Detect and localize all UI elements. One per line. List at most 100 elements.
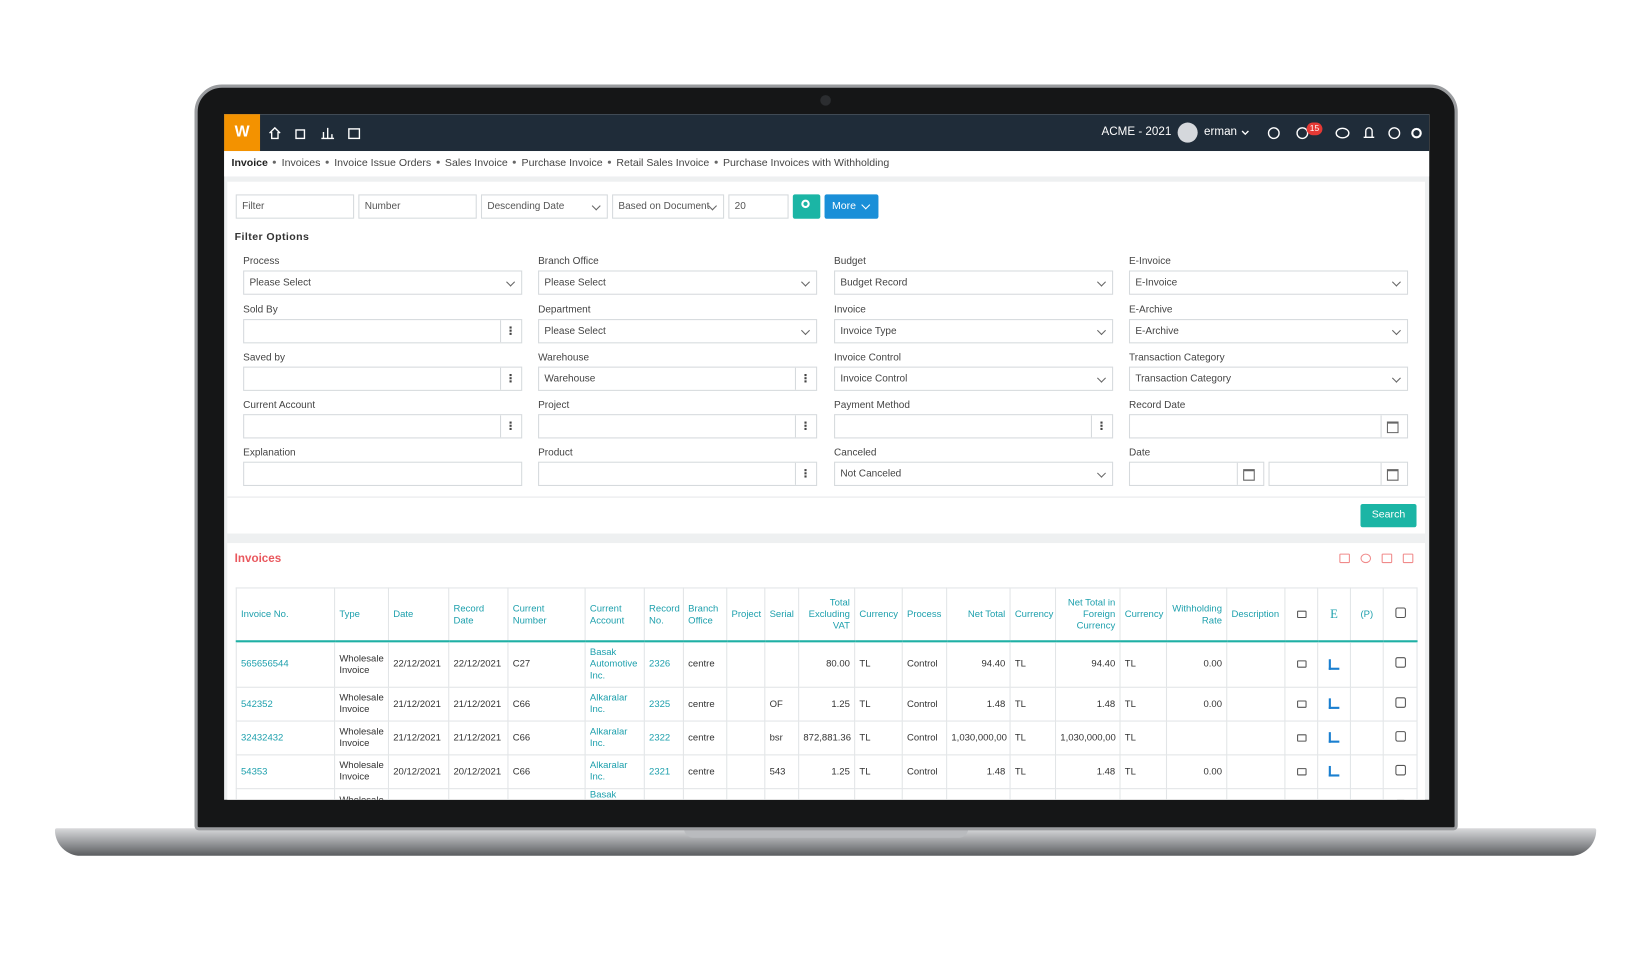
checkbox[interactable] xyxy=(1394,657,1406,668)
column-header[interactable]: Withholding Rate xyxy=(1165,587,1228,643)
column-header[interactable]: Net Total in Foreign Currency xyxy=(1054,587,1121,643)
cell-text: Control xyxy=(906,697,938,709)
list-action[interactable] xyxy=(1339,553,1350,564)
column-header[interactable]: Net Total xyxy=(946,587,1011,643)
company[interactable]: ACME - 2021 xyxy=(1101,125,1172,139)
field-input[interactable] xyxy=(538,461,818,486)
e-icon[interactable] xyxy=(1328,658,1340,670)
column-header[interactable]: Type xyxy=(334,587,390,643)
cell-text: 1,030,000,00 xyxy=(1060,731,1116,743)
cell[interactable]: Alkaralar Inc. xyxy=(584,720,645,755)
icon-header[interactable]: E xyxy=(1317,587,1351,643)
field-input[interactable]: Please Select xyxy=(243,270,523,295)
cell: 21/12/2021 xyxy=(387,720,450,755)
checkbox[interactable] xyxy=(1394,764,1406,775)
cell[interactable]: Alkaralar Inc. xyxy=(584,753,645,789)
cell: Control xyxy=(901,753,948,789)
cell[interactable]: Alkaralar Inc. xyxy=(584,686,645,722)
badge[interactable]: 15 xyxy=(1306,122,1323,136)
field-input[interactable]: Invoice Control xyxy=(834,366,1114,391)
column-header[interactable]: Serial xyxy=(764,587,800,643)
toolbar-input[interactable]: 20 xyxy=(728,194,789,219)
column-header[interactable]: Project xyxy=(726,587,766,643)
field-input[interactable] xyxy=(1128,461,1265,486)
toolbar-input[interactable]: Number xyxy=(358,194,477,219)
list-action[interactable] xyxy=(1381,553,1393,564)
column-header[interactable]: Description xyxy=(1226,587,1286,643)
field-input[interactable] xyxy=(1128,414,1409,439)
print-icon[interactable] xyxy=(1296,699,1307,708)
menu-dots xyxy=(1100,421,1103,424)
field-input[interactable] xyxy=(243,366,523,391)
field-input[interactable] xyxy=(243,319,523,344)
cell[interactable]: Basak Automotive Inc. xyxy=(584,640,645,688)
field-input[interactable]: Please Select xyxy=(538,319,818,344)
field-input[interactable]: Invoice Type xyxy=(834,319,1114,344)
list-action[interactable] xyxy=(1360,553,1372,564)
column-header[interactable]: Current Number xyxy=(507,587,586,643)
field-input[interactable] xyxy=(1268,461,1409,486)
breadcrumb-item[interactable]: Retail Sales Invoice xyxy=(616,157,710,170)
field-input[interactable] xyxy=(538,414,818,439)
breadcrumb-item[interactable]: Sales Invoice xyxy=(444,157,508,170)
column-header[interactable]: Record Date xyxy=(448,587,509,643)
e-icon[interactable] xyxy=(1328,698,1340,709)
field-input[interactable]: Budget Record xyxy=(834,270,1114,295)
top-icons[interactable] xyxy=(1239,123,1424,144)
nav-icons[interactable] xyxy=(266,125,366,142)
field-input[interactable]: E-Invoice xyxy=(1128,270,1409,295)
icon-header[interactable]: (P) xyxy=(1349,587,1384,643)
column-header[interactable]: Currency xyxy=(1009,587,1057,643)
field-input[interactable] xyxy=(243,414,523,439)
logo[interactable]: W xyxy=(224,114,261,152)
field-input[interactable]: Please Select xyxy=(538,270,818,295)
checkbox[interactable] xyxy=(1394,696,1406,708)
print-icon[interactable] xyxy=(1296,660,1307,668)
more-button[interactable]: More xyxy=(824,194,879,219)
print-icon[interactable] xyxy=(1296,733,1307,742)
field-input[interactable]: Not Canceled xyxy=(834,461,1114,486)
column-header[interactable]: Date xyxy=(387,587,450,643)
e-icon[interactable] xyxy=(1328,732,1340,743)
toolbar-input[interactable]: Filter xyxy=(235,194,355,219)
breadcrumb-item[interactable]: Invoices xyxy=(281,157,321,170)
field-input[interactable] xyxy=(834,414,1114,439)
breadcrumb-item[interactable]: Invoice Issue Orders xyxy=(334,157,432,170)
toolbar-input[interactable]: Descending Date xyxy=(480,194,608,219)
toolbar-input[interactable]: Based on Document xyxy=(612,194,725,219)
column-header[interactable]: Total Excluding VAT xyxy=(798,587,856,643)
avatar[interactable] xyxy=(1177,122,1198,143)
print-icon[interactable] xyxy=(1296,767,1307,775)
cell[interactable]: 542352 xyxy=(235,686,336,722)
cell[interactable]: 32432432 xyxy=(235,720,336,755)
print-icon[interactable] xyxy=(1296,610,1307,619)
list-action[interactable] xyxy=(1402,553,1414,564)
breadcrumb-item[interactable]: Purchase Invoice xyxy=(521,157,603,170)
field-input[interactable]: Warehouse xyxy=(538,366,818,391)
column-header[interactable]: Process xyxy=(901,587,948,643)
breadcrumb-item[interactable]: Purchase Invoices with Withholding xyxy=(722,157,890,170)
search-submit[interactable]: Search xyxy=(1360,503,1417,528)
cell[interactable]: 54353 xyxy=(235,753,336,789)
cell: centre xyxy=(682,720,728,755)
e-icon[interactable] xyxy=(1328,765,1340,777)
column-header[interactable]: Branch Office xyxy=(682,587,728,643)
column-header[interactable]: Currency xyxy=(1119,587,1168,643)
field-input[interactable]: Transaction Category xyxy=(1128,366,1409,391)
cell[interactable] xyxy=(235,787,336,800)
cell xyxy=(1226,720,1286,755)
cell[interactable]: Basak Automotive Inc. xyxy=(584,787,645,800)
column-header[interactable]: Record No. xyxy=(643,587,684,643)
column-header[interactable]: Invoice No. xyxy=(235,587,336,643)
user-name[interactable]: erman xyxy=(1204,125,1238,139)
checkbox[interactable] xyxy=(1394,799,1406,800)
cell[interactable]: 565656544 xyxy=(235,640,336,688)
field-input[interactable]: E-Archive xyxy=(1128,319,1409,344)
column-header[interactable]: Current Account xyxy=(584,587,645,643)
checkbox[interactable] xyxy=(1394,730,1406,742)
field-input[interactable] xyxy=(243,461,523,486)
column-header[interactable]: Currency xyxy=(854,587,903,643)
breadcrumb-item[interactable]: Invoice xyxy=(231,157,268,170)
checkbox[interactable] xyxy=(1394,607,1406,619)
search-button[interactable] xyxy=(792,194,821,219)
